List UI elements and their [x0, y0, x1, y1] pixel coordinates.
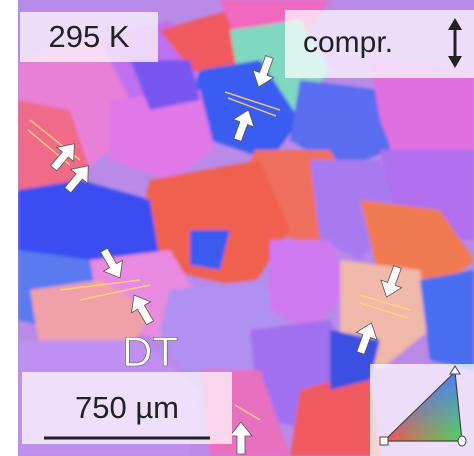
twin-label: DT: [122, 328, 178, 375]
scale-label: 750 µm: [75, 390, 179, 425]
ipf-key: [370, 364, 474, 456]
page: 295 K compr. DT 750 µm (() => { const da…: [0, 0, 474, 456]
ebsd-figure: 295 K compr. DT 750 µm: [0, 0, 474, 456]
loading-label: compr.: [303, 26, 393, 59]
temperature-label: 295 K: [48, 19, 129, 54]
